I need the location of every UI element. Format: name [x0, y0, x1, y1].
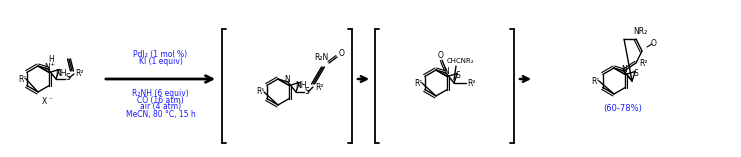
- Text: NH: NH: [56, 69, 67, 78]
- Text: X: X: [41, 97, 47, 106]
- Text: S: S: [305, 87, 310, 97]
- Text: R¹: R¹: [413, 78, 422, 87]
- Text: S: S: [456, 71, 461, 80]
- Text: S: S: [634, 69, 639, 78]
- Text: N: N: [622, 65, 628, 73]
- Text: N: N: [285, 76, 290, 84]
- Text: (60-78%): (60-78%): [604, 105, 642, 114]
- Text: air (4 atm): air (4 atm): [140, 103, 181, 111]
- Text: R²: R²: [315, 84, 323, 92]
- Text: R²: R²: [76, 70, 84, 78]
- Text: N: N: [444, 67, 449, 76]
- Text: CHCNR₂: CHCNR₂: [446, 58, 473, 64]
- Text: H: H: [48, 56, 54, 65]
- Text: MeCN, 80 °C, 15 h: MeCN, 80 °C, 15 h: [126, 109, 196, 119]
- Text: KI (1 equiv): KI (1 equiv): [139, 57, 182, 65]
- Text: NH: NH: [296, 81, 307, 90]
- Text: NR₂: NR₂: [633, 27, 647, 35]
- Text: S: S: [66, 73, 70, 82]
- Text: O: O: [339, 49, 345, 59]
- Text: R²: R²: [467, 78, 475, 87]
- Text: R¹: R¹: [18, 75, 26, 84]
- Text: O: O: [651, 38, 657, 48]
- Text: +: +: [50, 62, 55, 67]
- Text: R₂NH (6 equiv): R₂NH (6 equiv): [132, 89, 189, 97]
- Text: R₂N: R₂N: [314, 54, 328, 62]
- Text: N: N: [44, 62, 50, 71]
- Text: PdI₂ (1 mol %): PdI₂ (1 mol %): [133, 49, 187, 59]
- Text: R²: R²: [639, 60, 647, 68]
- Text: CO (16 atm): CO (16 atm): [137, 95, 184, 105]
- Text: O: O: [438, 51, 444, 60]
- Text: ⁻: ⁻: [48, 97, 52, 103]
- Text: R¹: R¹: [256, 87, 265, 97]
- Text: R¹: R¹: [591, 76, 599, 86]
